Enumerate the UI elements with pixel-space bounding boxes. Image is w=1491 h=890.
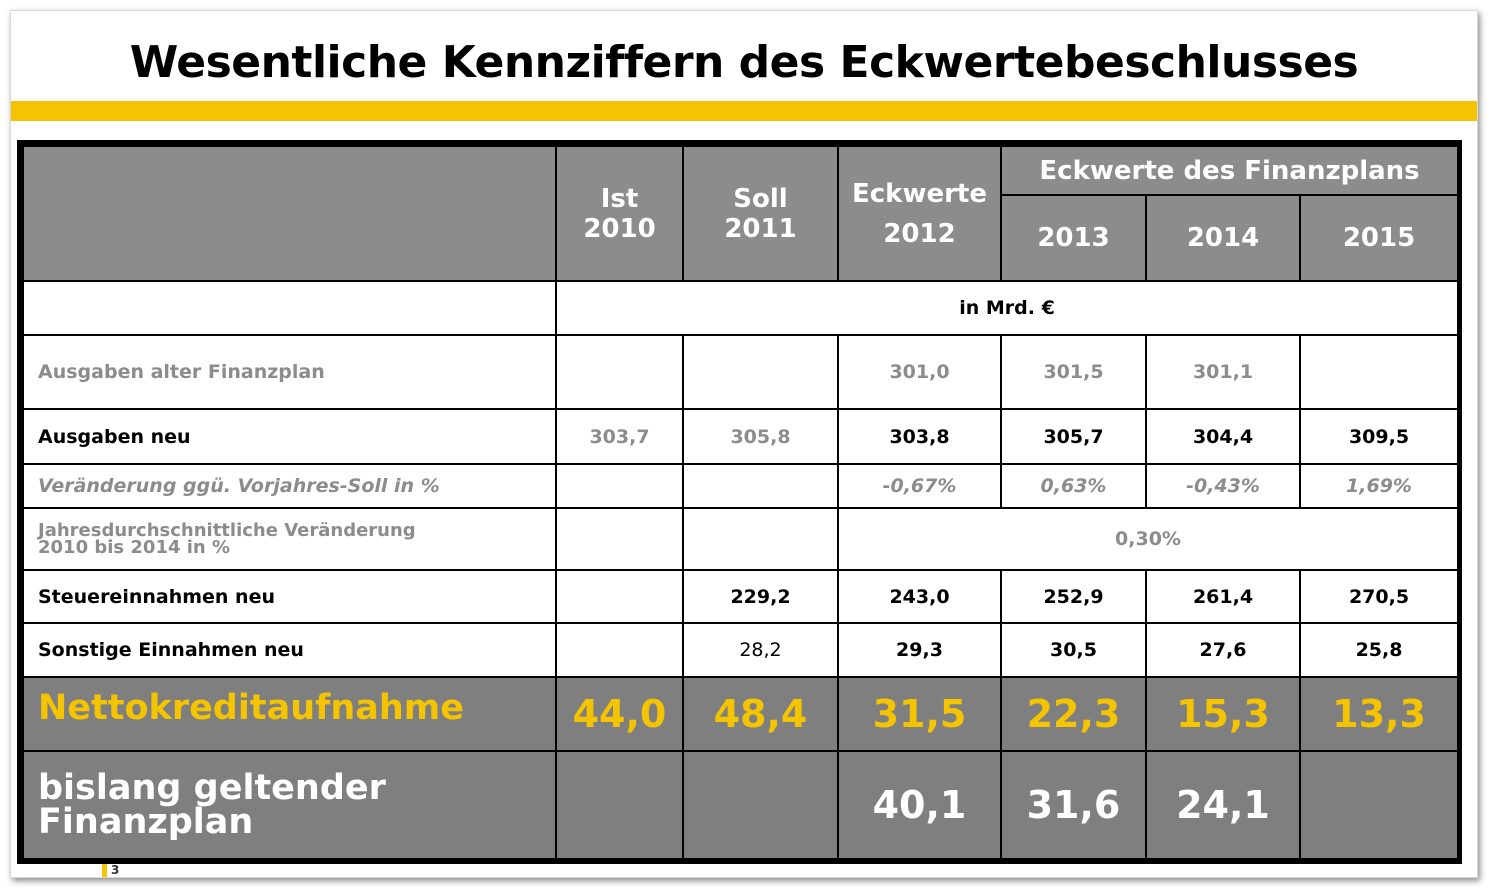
row-label: Sonstige Einnahmen neu: [22, 622, 557, 678]
row-label: Ausgaben neu: [22, 408, 557, 465]
cell-2015: [1298, 334, 1460, 410]
cell-2010: 303,7: [555, 408, 684, 465]
header-soll-year: 2011: [724, 213, 797, 244]
header-row-years: 2013 2014 2015: [23, 194, 1460, 282]
header-eckwerte-label: Eckwerte: [851, 178, 987, 209]
header-soll-label: Soll: [733, 183, 788, 214]
cell-2013: 301,5: [1000, 334, 1147, 410]
header-row-top: Ist 2010 Soll 2011 Eckwerte 2012 Eckwert…: [22, 145, 1460, 282]
header-group-finanzplan: Eckwerte des Finanzplans: [999, 145, 1460, 196]
row-bislang-geltender-finanzplan: bislang geltender Finanzplan 40,1 31,6 2…: [22, 750, 1460, 860]
cell-2014: 27,6: [1145, 622, 1301, 678]
header-2013: 2013: [1000, 194, 1147, 282]
cell-2012: 243,0: [837, 569, 1002, 624]
cell-2011: 305,8: [682, 408, 839, 465]
page-title: Wesentliche Kennziffern des Eckwertebesc…: [129, 37, 1359, 88]
cell-2011: [682, 334, 839, 410]
cell-2014: 261,4: [1145, 569, 1301, 624]
cell-2010: [555, 569, 684, 624]
header-eckwerte-year: 2012: [883, 218, 956, 249]
row-jahresdurchschnitt: Jahresdurchschnittliche Veränderung 2010…: [22, 507, 1460, 571]
cell-2013: 31,6: [1000, 750, 1147, 860]
unit-row: in Mrd. €: [22, 280, 1460, 336]
title-underline-bar: [11, 101, 1477, 121]
header-eckwerte: Eckwerte 2012: [837, 145, 1002, 282]
cell-2011: 229,2: [682, 569, 839, 624]
header-ist-label: Ist: [600, 183, 639, 214]
cell-2014: 15,3: [1145, 676, 1301, 752]
header-soll: Soll 2011: [682, 145, 839, 282]
cell-2011: [682, 507, 839, 571]
cell-2012: -0,67%: [837, 463, 1002, 509]
cell-2015: [1298, 750, 1460, 860]
cell-2013: 252,9: [1000, 569, 1147, 624]
row-label: Jahresdurchschnittliche Veränderung 2010…: [22, 507, 557, 571]
cell-2012: 40,1: [837, 750, 1002, 860]
cell-2012: 29,3: [837, 622, 1002, 678]
header-ist-year: 2010: [583, 213, 656, 244]
cell-2013: 0,63%: [1000, 463, 1147, 509]
unit-label: in Mrd. €: [554, 280, 1460, 336]
unit-row-label-cell: [22, 280, 557, 336]
cell-2010: [555, 334, 684, 410]
row-label: Nettokreditaufnahme: [22, 676, 557, 752]
key-figures-table: Ist 2010 Soll 2011 Eckwerte 2012 Eckwert…: [17, 140, 1462, 864]
row-veraenderung: Veränderung ggü. Vorjahres-Soll in % -0,…: [22, 463, 1460, 509]
row-label: bislang geltender Finanzplan: [22, 750, 557, 860]
row-label: Steuereinnahmen neu: [22, 569, 557, 624]
cell-2010: [555, 622, 684, 678]
cell-2013: 30,5: [1000, 622, 1147, 678]
header-2014: 2014: [1145, 194, 1301, 282]
footer-accent-mark: [102, 863, 107, 877]
cell-2011: [682, 750, 839, 860]
row-sonstige-einnahmen: Sonstige Einnahmen neu 28,2 29,3 30,5 27…: [22, 622, 1460, 678]
header-ist: Ist 2010: [555, 145, 684, 282]
row-label-line1: Jahresdurchschnittliche Veränderung: [38, 520, 416, 541]
row-steuereinnahmen: Steuereinnahmen neu 229,2 243,0 252,9 26…: [22, 569, 1460, 624]
cell-2010: [555, 463, 684, 509]
row-label: Veränderung ggü. Vorjahres-Soll in %: [22, 463, 557, 509]
cell-2014: 301,1: [1145, 334, 1301, 410]
row-label-line2: Finanzplan: [38, 802, 254, 842]
row-label-line2: 2010 bis 2014 in %: [38, 537, 231, 558]
cell-2011: 48,4: [682, 676, 839, 752]
cell-2014: 304,4: [1145, 408, 1301, 465]
header-corner-cell: [22, 145, 557, 282]
cell-2014: -0,43%: [1145, 463, 1301, 509]
cell-2013: 305,7: [1000, 408, 1147, 465]
cell-2010: [555, 507, 684, 571]
row-label-line1: bislang geltender: [38, 768, 386, 808]
cell-2015: 25,8: [1298, 622, 1460, 678]
cell-2013: 22,3: [1000, 676, 1147, 752]
cell-2015: 309,5: [1298, 408, 1460, 465]
cell-2012-2015-average: 0,30%: [836, 507, 1460, 571]
cell-2012: 301,0: [837, 334, 1002, 410]
cell-2015: 1,69%: [1298, 463, 1460, 509]
cell-2012: 303,8: [837, 408, 1002, 465]
cell-2011: [682, 463, 839, 509]
cell-2010: 44,0: [555, 676, 684, 752]
row-ausgaben-alt: Ausgaben alter Finanzplan 301,0 301,5 30…: [22, 334, 1460, 410]
row-ausgaben-neu: Ausgaben neu 303,7 305,8 303,8 305,7 304…: [22, 408, 1460, 465]
cell-2012: 31,5: [837, 676, 1002, 752]
cell-2014: 24,1: [1145, 750, 1301, 860]
cell-2015: 270,5: [1298, 569, 1460, 624]
page-number: 3: [111, 863, 120, 877]
header-2015: 2015: [1298, 194, 1460, 282]
row-label: Ausgaben alter Finanzplan: [22, 334, 557, 410]
cell-2011: 28,2: [682, 622, 839, 678]
row-nettokreditaufnahme: Nettokreditaufnahme 44,0 48,4 31,5 22,3 …: [22, 676, 1460, 752]
cell-2010: [555, 750, 684, 860]
cell-2015: 13,3: [1298, 676, 1460, 752]
